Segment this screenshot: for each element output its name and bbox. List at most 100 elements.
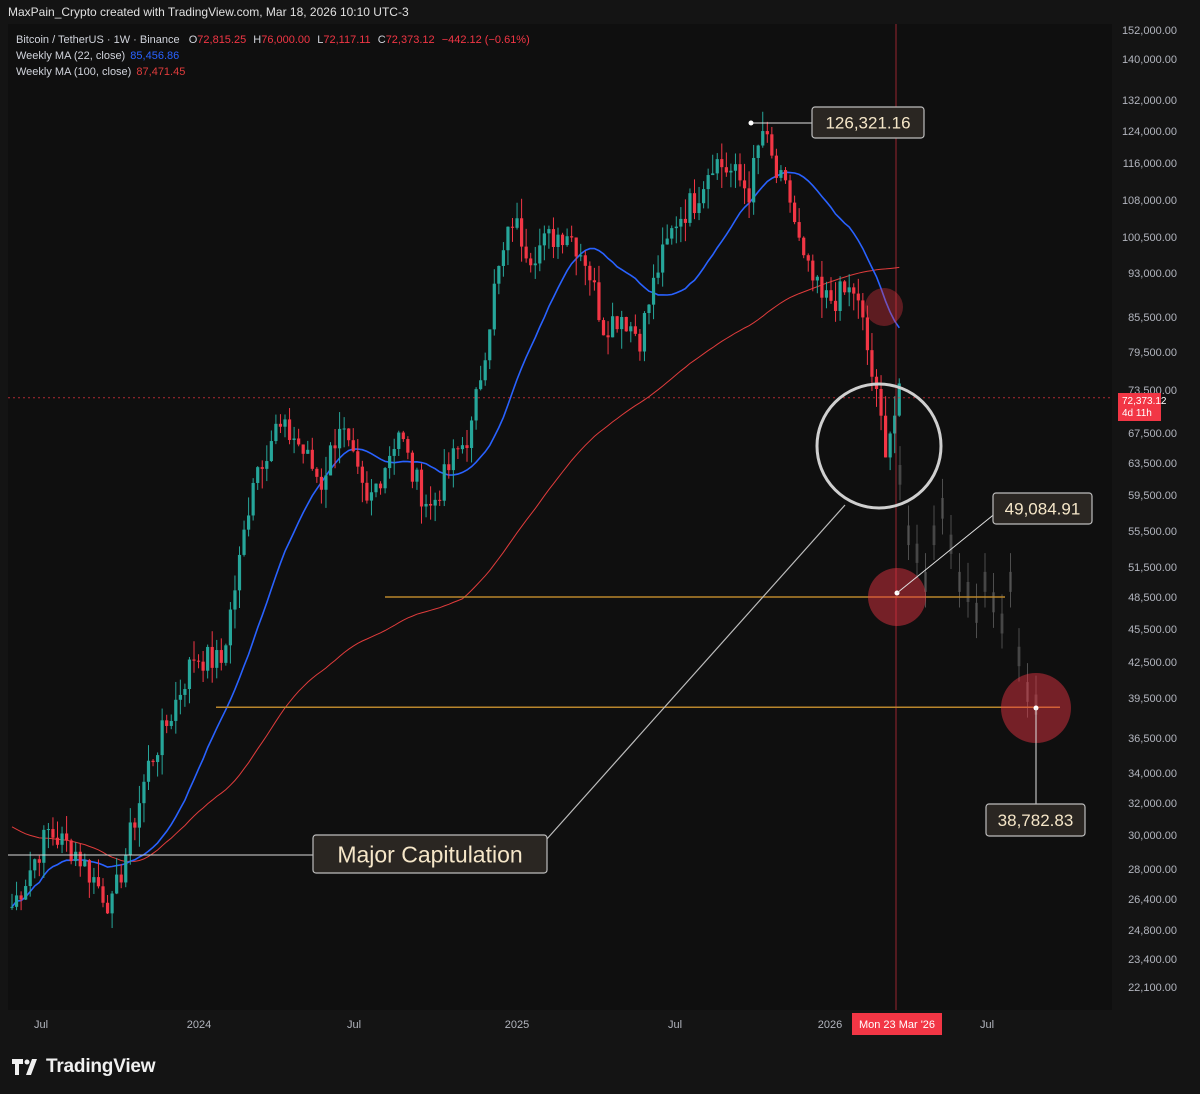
tradingview-wordmark: TradingView <box>46 1056 156 1077</box>
y-tick-label: 23,400.00 <box>1128 954 1177 966</box>
candle-body <box>574 237 578 257</box>
candle-body <box>601 320 606 336</box>
projection-candle-body <box>1017 646 1021 667</box>
candle-body <box>10 906 14 908</box>
candle-body <box>187 659 192 690</box>
y-tick-label: 124,000.00 <box>1122 126 1177 138</box>
candle-body <box>333 445 337 449</box>
x-tick-label: 2024 <box>187 1019 211 1031</box>
candle-body <box>729 170 733 173</box>
candle-body <box>319 476 323 490</box>
price-axis-panel <box>1112 24 1200 1010</box>
y-tick-label: 22,100.00 <box>1128 982 1177 994</box>
attribution-text: MaxPain_Crypto created with TradingView.… <box>8 5 409 19</box>
candle-body <box>633 326 637 334</box>
candle-body <box>183 689 187 695</box>
date-marker-badge[interactable] <box>852 1013 942 1035</box>
candle-body <box>697 203 701 214</box>
candle-body <box>174 699 178 721</box>
candle-body <box>647 304 651 314</box>
candle-body <box>46 829 50 831</box>
candle-body <box>774 155 778 178</box>
candle-body <box>665 238 669 245</box>
support-price-label: 49,084.91 <box>1005 500 1081 519</box>
candle-body <box>833 300 838 311</box>
candle-body <box>124 854 128 883</box>
candle-body <box>433 499 437 506</box>
candle-body <box>510 226 515 228</box>
current-price-value: 72,373.12 <box>1122 396 1167 407</box>
candle-body <box>579 255 583 257</box>
y-tick-label: 85,500.00 <box>1128 312 1177 324</box>
legend-symbol[interactable]: Bitcoin / TetherUS · 1W · Binance <box>16 34 180 46</box>
capitulation-circle <box>815 382 943 510</box>
candle-body <box>265 461 269 469</box>
candle-body <box>142 781 146 804</box>
y-tick-label: 24,800.00 <box>1128 925 1177 937</box>
tradingview-logo[interactable]: TradingView <box>12 1054 156 1080</box>
candle-body <box>506 226 510 251</box>
projection-candle-body <box>907 525 910 546</box>
projection-candle-body <box>949 534 953 554</box>
legend-high-label: H <box>253 34 262 46</box>
candle-body <box>474 389 478 421</box>
candle-body <box>356 451 360 467</box>
projection-candle-body <box>1000 613 1004 634</box>
candle-body <box>683 218 687 223</box>
candle-body <box>615 316 619 330</box>
legend-close: 72,373.12 <box>385 34 435 46</box>
candle-body <box>738 164 742 181</box>
chart-legend: Bitcoin / TetherUS · 1W · Binance O72,81… <box>16 32 530 80</box>
y-tick-label: 28,000.00 <box>1128 864 1177 876</box>
legend-ma22-label[interactable]: Weekly MA (22, close) <box>16 50 126 62</box>
ma22-line <box>11 171 900 908</box>
candle-body <box>338 428 342 449</box>
chart-area[interactable] <box>8 24 1112 1010</box>
legend-ma100-label[interactable]: Weekly MA (100, close) <box>16 66 132 78</box>
candle-body <box>529 258 533 266</box>
candle-body <box>406 439 410 453</box>
y-tick-label: 132,000.00 <box>1122 95 1177 107</box>
support-label-connector <box>896 511 998 594</box>
candle-body <box>642 313 647 352</box>
candle-body <box>788 180 792 203</box>
candle-body <box>483 360 487 381</box>
y-tick-label: 63,500.00 <box>1128 458 1177 470</box>
candle-body <box>542 233 546 246</box>
candle-body <box>315 468 319 477</box>
projection-candle-body <box>983 571 987 592</box>
candle-body <box>392 449 396 456</box>
y-tick-label: 116,000.00 <box>1123 158 1177 170</box>
y-tick-label: 100,500.00 <box>1122 232 1177 244</box>
capitulation-annotation-box <box>312 834 548 874</box>
candle-body <box>69 840 73 862</box>
candle-body <box>415 469 419 482</box>
legend-ma100-row: Weekly MA (100, close) 87,471.45 <box>16 64 530 80</box>
legend-ma100-value: 87,471.45 <box>136 66 186 78</box>
candle-body <box>251 482 255 516</box>
candle-body <box>237 554 242 591</box>
y-tick-label: 42,500.00 <box>1128 657 1177 669</box>
candle-body <box>228 609 232 646</box>
projection-candle-body <box>898 465 902 485</box>
y-tick-label: 93,000.00 <box>1128 268 1177 280</box>
legend-high: 76,000.00 <box>261 34 311 46</box>
candle-body <box>378 483 383 489</box>
candle-body <box>538 245 542 264</box>
candle-body <box>83 860 87 867</box>
y-tick-label: 67,500.00 <box>1128 428 1177 440</box>
candle-body <box>856 293 860 301</box>
current-price-badge[interactable] <box>1118 393 1161 421</box>
candle-body <box>656 272 660 278</box>
bar-countdown: 4d 11h <box>1122 408 1152 419</box>
ma100-line <box>11 266 900 863</box>
candle-body <box>342 428 346 430</box>
candle-body <box>247 515 251 530</box>
projection-candle-body <box>1026 682 1029 702</box>
candle-body <box>465 445 469 448</box>
candle-body <box>661 244 665 273</box>
attribution-bar: MaxPain_Crypto created with TradingView.… <box>0 0 1200 24</box>
candle-body <box>119 874 123 883</box>
ma-cross-highlight <box>865 288 903 326</box>
